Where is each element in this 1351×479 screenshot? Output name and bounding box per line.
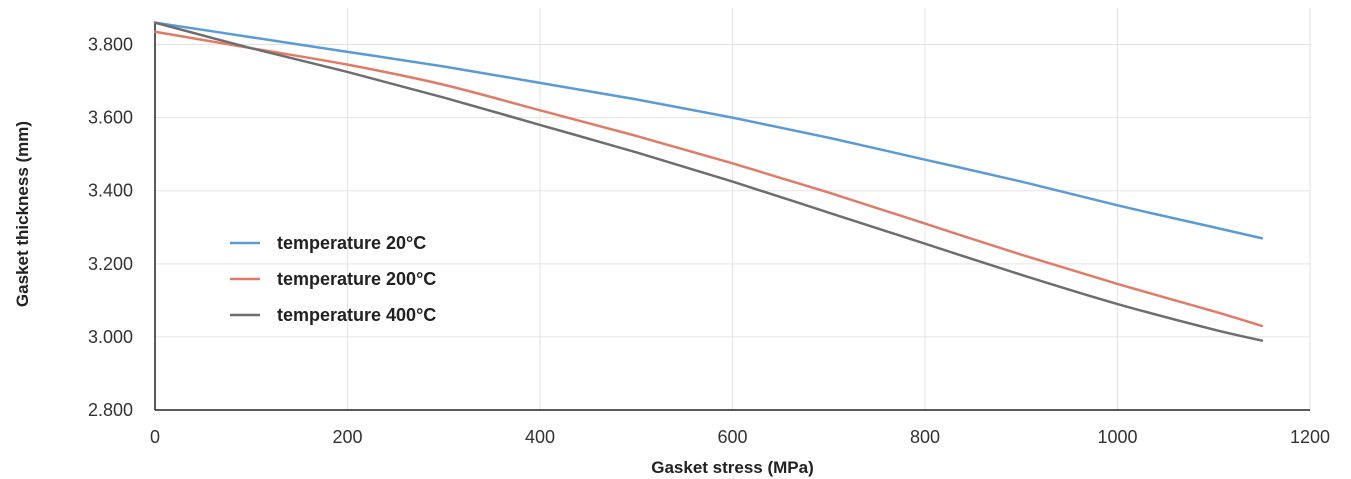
legend-label: temperature 20°C (277, 233, 426, 253)
x-tick-label: 600 (717, 427, 747, 447)
x-tick-labels: 0 200 400 600 800 1000 1200 (150, 427, 1330, 447)
x-tick-label: 0 (150, 427, 160, 447)
axes (154, 22, 1310, 411)
series-lines (153, 21, 1264, 342)
x-tick-label: 1000 (1097, 427, 1137, 447)
y-tick-label: 2.800 (88, 400, 133, 420)
series-line (153, 21, 1264, 342)
y-tick-label: 3.600 (88, 108, 133, 128)
y-tick-label: 3.800 (88, 35, 133, 55)
y-axis-title: Gasket thickness (mm) (13, 121, 32, 307)
y-tick-labels: 2.800 3.000 3.200 3.400 3.600 3.800 (88, 35, 133, 420)
x-tick-label: 1200 (1290, 427, 1330, 447)
series-line (153, 30, 1264, 328)
legend: temperature 20°C temperature 200°C tempera… (230, 233, 436, 325)
series-line (153, 21, 1264, 240)
y-tick-label: 3.400 (88, 181, 133, 201)
x-tick-label: 400 (525, 427, 555, 447)
grid-lines (155, 8, 1311, 410)
x-tick-label: 800 (910, 427, 940, 447)
y-tick-label: 3.000 (88, 327, 133, 347)
y-tick-label: 3.200 (88, 254, 133, 274)
x-axis-title: Gasket stress (MPa) (651, 458, 814, 477)
legend-label: temperature 200°C (277, 269, 436, 289)
x-tick-label: 200 (332, 427, 362, 447)
legend-label: temperature 400°C (277, 305, 436, 325)
